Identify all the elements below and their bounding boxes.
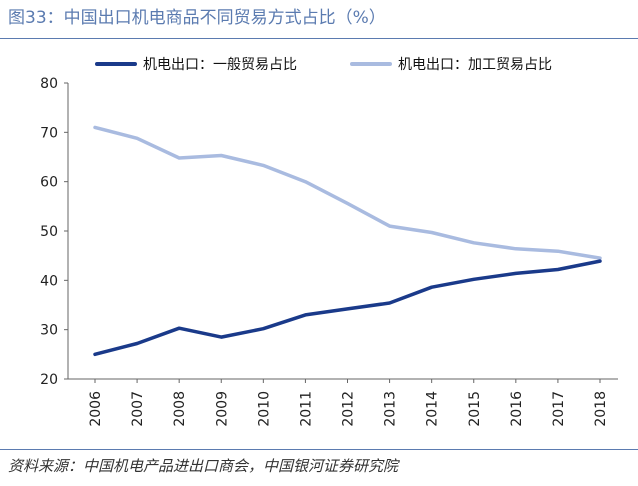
x-tick-label: 2010 [256, 391, 272, 427]
legend-label-2: 机电出口：加工贸易占比 [398, 57, 552, 73]
x-tick-label: 2015 [467, 391, 483, 427]
x-tick-label: 2016 [509, 391, 525, 427]
x-tick-label: 2012 [341, 391, 357, 427]
y-tick-label: 60 [40, 175, 58, 191]
y-tick-label: 50 [40, 224, 58, 240]
series-line-1 [93, 259, 602, 357]
y-tick-label: 30 [40, 323, 58, 339]
x-tick-label: 2011 [298, 391, 314, 427]
x-tick-label: 2013 [383, 391, 399, 427]
footer-divider [0, 449, 638, 450]
y-tick-label: 20 [40, 372, 58, 388]
x-tick-label: 2007 [130, 391, 146, 427]
x-tick-label: 2014 [425, 391, 441, 427]
x-tick-label: 2008 [172, 391, 188, 427]
y-tick-label: 70 [40, 125, 58, 141]
legend-label-1: 机电出口：一般贸易占比 [143, 57, 297, 73]
source-note: 资料来源：中国机电产品进出口商会，中国银河证券研究院 [8, 457, 399, 475]
chart-title: 图33：中国出口机电商品不同贸易方式占比（%） [8, 8, 386, 28]
x-tick-label: 2009 [214, 391, 230, 427]
series-line-2 [93, 125, 602, 260]
y-tick-label: 40 [40, 273, 58, 289]
y-tick-label: 80 [40, 76, 58, 92]
x-tick-label: 2018 [593, 391, 609, 427]
title-divider [0, 38, 638, 39]
x-tick-label: 2017 [551, 391, 567, 427]
x-tick-label: 2006 [88, 391, 104, 427]
